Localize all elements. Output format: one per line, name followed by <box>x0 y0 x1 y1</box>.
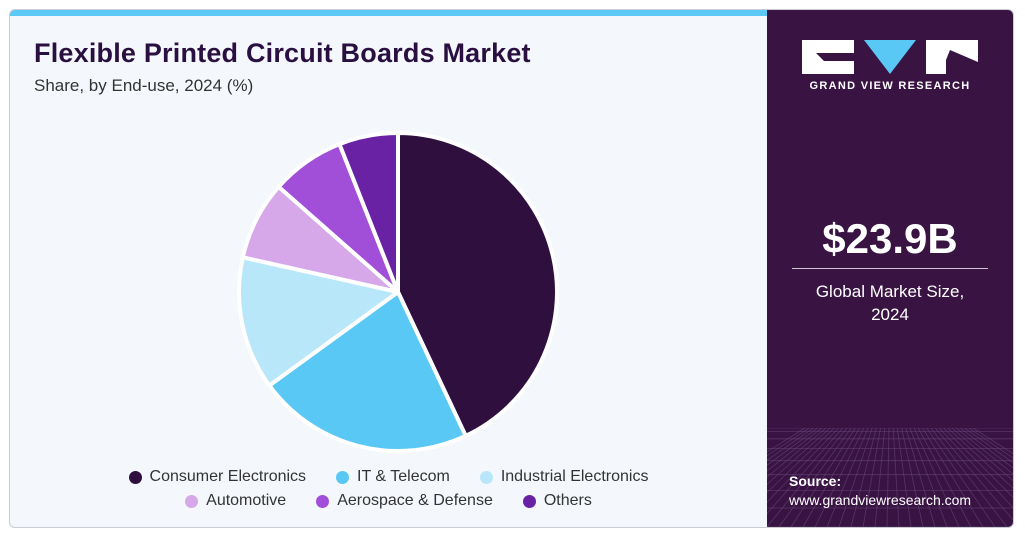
logo-text: GRAND VIEW RESEARCH <box>809 80 971 92</box>
grid-line <box>917 428 972 527</box>
grid-line <box>934 428 1013 521</box>
legend-row-1: Consumer Electronics IT & Telecom Industri… <box>10 468 767 486</box>
grid-line <box>960 428 1013 469</box>
grid-line <box>767 428 844 515</box>
grid-line <box>951 428 1013 482</box>
chart-subtitle: Share, by End-use, 2024 (%) <box>34 76 254 95</box>
grid-line <box>767 428 806 453</box>
legend-swatch-it-telecom <box>336 470 350 484</box>
pie-slice-industrial-electronics <box>237 255 400 388</box>
legend-swatch-industrial-electronics <box>479 470 493 484</box>
grid-line <box>901 428 924 527</box>
legend-swatch-aerospace-defense <box>316 494 330 508</box>
logo-g-mark-icon <box>802 40 854 74</box>
grid-line <box>814 428 865 527</box>
grid-line <box>767 428 823 472</box>
grid-line <box>874 428 886 527</box>
pie-slice-others <box>337 131 400 294</box>
accent-bar <box>10 10 767 16</box>
legend-item-automotive: Automotive <box>185 492 286 510</box>
logo-v-mark-icon <box>864 40 916 74</box>
market-size-label-line2: 2024 <box>871 305 909 324</box>
grid-line <box>838 428 873 527</box>
grid-line <box>939 428 1013 509</box>
grid-line <box>926 428 996 527</box>
grid-line <box>922 428 984 527</box>
grid-line <box>767 428 848 527</box>
pie-chart <box>237 131 559 453</box>
grid-line <box>913 428 960 527</box>
grid-line <box>955 428 1013 475</box>
chart-card: Flexible Printed Circuit Boards Market S… <box>9 9 1014 528</box>
legend-item-it-telecom: IT & Telecom <box>336 468 450 486</box>
grid-line <box>767 428 835 494</box>
pie-slice-consumer-electronics <box>396 131 559 438</box>
grid-line <box>767 428 827 478</box>
grid-line <box>905 428 936 527</box>
grid-line <box>767 428 839 503</box>
grid-line <box>947 428 1013 489</box>
gvr-logo: GRAND VIEW RESEARCH <box>797 40 983 92</box>
market-size-value: $23.9B <box>822 215 958 262</box>
grid-line <box>802 428 860 527</box>
market-size-label-line1: Global Market Size, <box>815 282 965 301</box>
grid-line <box>826 428 869 527</box>
market-size-label: Global Market Size, 2024 <box>767 280 1013 326</box>
legend-swatch-others <box>522 494 536 508</box>
decorative-grid <box>767 428 1013 527</box>
grid-line <box>767 428 814 461</box>
legend-label-consumer-electronics: Consumer Electronics <box>149 468 307 485</box>
grid-line <box>767 428 818 466</box>
grid-line <box>972 428 1013 455</box>
legend-row-2: Automotive Aerospace & Defense Others <box>10 492 767 510</box>
grid-line <box>968 428 1013 459</box>
grid-line <box>930 428 1008 527</box>
legend-item-others: Others <box>522 492 592 510</box>
grid-line <box>892 428 900 527</box>
legend-label-automotive: Automotive <box>206 492 287 509</box>
info-sidebar: GRAND VIEW RESEARCH $23.9B Global Market… <box>767 10 1013 527</box>
legend-swatch-consumer-electronics <box>128 470 142 484</box>
legend-label-aerospace-defense: Aerospace & Defense <box>337 492 493 509</box>
legend-label-others: Others <box>543 492 592 509</box>
source-block: Source: www.grandviewresearch.com <box>789 472 971 510</box>
legend: Consumer Electronics IT & Telecom Industri… <box>10 468 767 516</box>
legend-item-consumer-electronics: Consumer Electronics <box>128 468 307 486</box>
legend-item-industrial-electronics: Industrial Electronics <box>479 468 649 486</box>
chart-panel: Flexible Printed Circuit Boards Market S… <box>10 10 767 527</box>
pie-slice-it-telecom <box>267 290 468 453</box>
grid-line <box>850 428 877 527</box>
grid-line <box>767 428 810 457</box>
grid-line <box>886 428 890 527</box>
source-url: www.grandviewresearch.com <box>789 492 972 508</box>
legend-label-it-telecom: IT & Telecom <box>357 468 450 485</box>
chart-title: Flexible Printed Circuit Boards Market <box>34 38 531 68</box>
logo-r-mark-icon <box>926 40 978 74</box>
divider <box>792 268 988 269</box>
grid-line <box>778 428 852 527</box>
legend-item-aerospace-defense: Aerospace & Defense <box>316 492 493 510</box>
grid-line <box>896 428 912 527</box>
grid-line <box>909 428 948 527</box>
grid-line <box>767 428 831 485</box>
source-label: Source: <box>789 473 842 489</box>
logo-marks <box>797 40 983 74</box>
legend-label-industrial-electronics: Industrial Electronics <box>500 468 649 485</box>
grid-line <box>790 428 856 527</box>
grid-line <box>943 428 1013 498</box>
legend-swatch-automotive <box>185 494 199 508</box>
grid-line <box>862 428 881 527</box>
grid-line <box>964 428 1013 464</box>
